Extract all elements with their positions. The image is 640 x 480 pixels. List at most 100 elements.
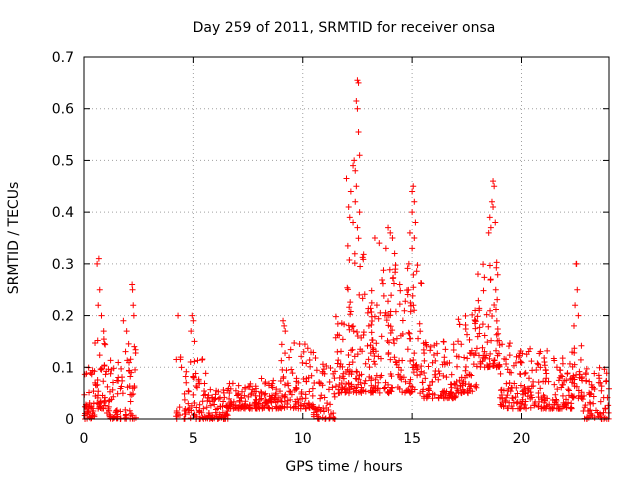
data-point: [118, 383, 125, 390]
x-tick-label: 0: [80, 431, 89, 447]
data-point: [331, 375, 338, 382]
data-point: [332, 334, 339, 341]
data-point: [573, 383, 580, 390]
data-point: [367, 350, 374, 357]
data-point: [355, 79, 362, 86]
data-point: [467, 383, 474, 390]
data-point: [129, 412, 136, 419]
data-point: [387, 329, 394, 336]
data-point: [392, 269, 399, 276]
y-tick-label: 0.2: [52, 309, 74, 325]
data-point: [300, 348, 307, 355]
data-point: [427, 347, 434, 354]
data-point: [183, 379, 190, 386]
data-point: [301, 400, 308, 407]
data-point: [571, 393, 578, 400]
data-point: [490, 203, 497, 210]
data-point: [296, 340, 303, 347]
data-point: [354, 105, 361, 112]
data-point: [558, 384, 565, 391]
data-point: [202, 370, 209, 377]
data-point: [188, 328, 195, 335]
y-tick-label: 0.4: [52, 205, 74, 221]
data-point: [421, 369, 428, 376]
data-point: [429, 395, 436, 402]
data-point: [412, 219, 419, 226]
data-point: [473, 345, 480, 352]
data-point: [506, 369, 513, 376]
data-point: [265, 404, 272, 411]
data-point: [485, 323, 492, 330]
data-point: [481, 274, 488, 281]
data-point: [459, 380, 466, 387]
data-point: [352, 167, 359, 174]
data-point: [232, 404, 239, 411]
data-point: [489, 313, 496, 320]
data-point: [553, 364, 560, 371]
data-point: [193, 404, 200, 411]
data-point: [349, 346, 356, 353]
data-point: [379, 276, 386, 283]
data-point: [101, 340, 108, 347]
data-point: [369, 337, 376, 344]
data-point: [413, 268, 420, 275]
data-point: [572, 302, 579, 309]
data-point: [132, 414, 139, 421]
data-point: [484, 339, 491, 346]
data-point: [110, 379, 117, 386]
data-point: [404, 291, 411, 298]
data-point: [331, 368, 338, 375]
data-point: [387, 229, 394, 236]
data-point: [371, 313, 378, 320]
data-point: [107, 357, 114, 364]
data-point: [574, 286, 581, 293]
data-point: [555, 377, 562, 384]
data-point: [586, 378, 593, 385]
data-point: [583, 377, 590, 384]
data-point: [346, 326, 353, 333]
data-point: [494, 326, 501, 333]
data-point: [113, 407, 120, 414]
data-point: [191, 400, 198, 407]
data-point: [452, 381, 459, 388]
data-point: [347, 188, 354, 195]
data-point: [351, 250, 358, 257]
data-point: [409, 209, 416, 216]
data-point: [376, 389, 383, 396]
data-point: [571, 380, 578, 387]
data-point: [185, 388, 192, 395]
data-point: [455, 316, 462, 323]
data-point: [358, 334, 365, 341]
data-point: [559, 360, 566, 367]
data-point: [267, 398, 274, 405]
data-point: [385, 349, 392, 356]
data-point: [415, 335, 422, 342]
data-point: [306, 357, 313, 364]
data-point: [273, 404, 280, 411]
data-point: [107, 370, 114, 377]
x-tick-label: 20: [513, 431, 531, 447]
data-point: [175, 312, 182, 319]
data-point: [378, 333, 385, 340]
data-point: [474, 271, 481, 278]
data-point: [602, 378, 609, 385]
data-point: [310, 349, 317, 356]
data-point: [187, 415, 194, 422]
data-point: [302, 405, 309, 412]
data-point: [350, 219, 357, 226]
data-point: [331, 390, 338, 397]
data-point: [540, 378, 547, 385]
data-point: [447, 388, 454, 395]
data-point: [509, 405, 516, 412]
data-point: [105, 366, 112, 373]
data-point: [429, 378, 436, 385]
data-point: [483, 311, 490, 318]
data-point: [371, 358, 378, 365]
data-point: [194, 357, 201, 364]
data-point: [600, 394, 607, 401]
data-point: [514, 390, 521, 397]
data-point: [248, 391, 255, 398]
data-point: [277, 388, 284, 395]
data-point: [395, 371, 402, 378]
